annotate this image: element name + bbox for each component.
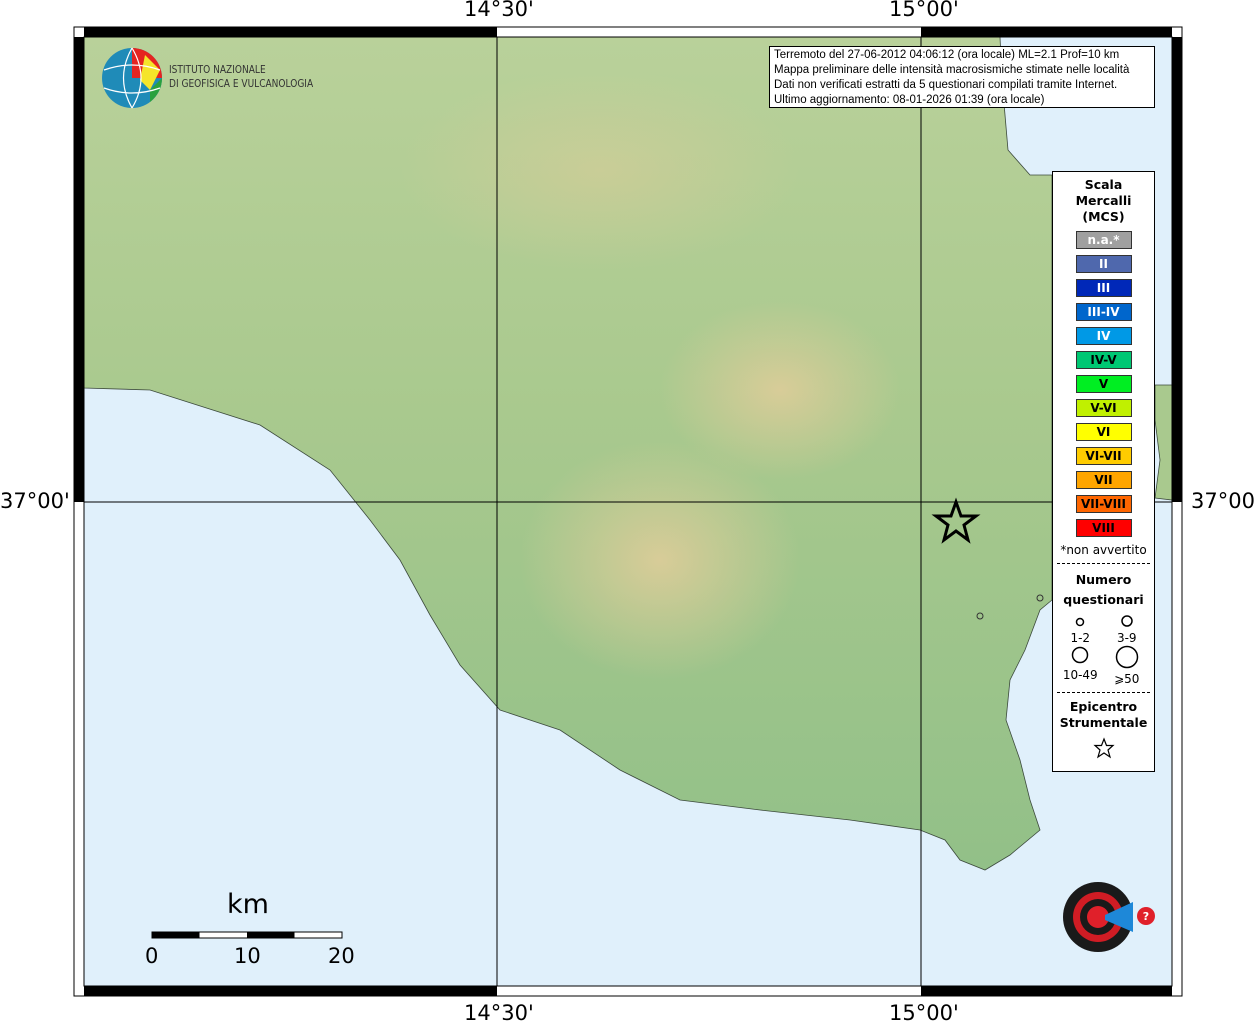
legend-panel: Scala Mercalli (MCS) n.a.* II III III-IV IV I… — [1052, 171, 1155, 772]
intensity-swatch: VII-VIII — [1075, 495, 1132, 513]
size-label: 3-9 — [1116, 631, 1137, 645]
size-3-9: 3-9 — [1104, 614, 1151, 645]
ingv-name-line2: DI GEOFISICA E VULCANOLOGIA — [169, 77, 314, 90]
epicentro-title: Epicentro — [1069, 699, 1138, 714]
land-calabria — [1154, 384, 1173, 501]
intensity-swatch: III — [1075, 279, 1132, 297]
legend-divider — [1057, 563, 1150, 564]
event-info-box: Terremoto del 27-06-2012 04:06:12 (ora l… — [769, 46, 1155, 108]
locality-marker[interactable] — [1036, 594, 1044, 602]
intensity-swatch: III-IV — [1075, 303, 1132, 321]
lon-label-top-1500: 15°00' — [889, 0, 959, 21]
legend-divider — [1057, 692, 1150, 693]
intensity-swatch: IV — [1075, 327, 1132, 345]
intensity-swatch: VIII — [1075, 519, 1132, 537]
intensity-swatch: VII — [1075, 471, 1132, 489]
intensity-swatch: V-VI — [1075, 399, 1132, 417]
size-label: 10-49 — [1062, 668, 1098, 682]
haisentito-logo: ? — [1063, 882, 1155, 952]
map-frame — [73, 26, 1183, 997]
lat-label-left-3700: 37°00' — [0, 489, 70, 513]
epicentro-title: Strumentale — [1059, 715, 1148, 730]
intensity-swatch: V — [1075, 375, 1132, 393]
legend-title: (MCS) — [1082, 209, 1125, 224]
svg-text:?: ? — [1143, 910, 1149, 923]
ingv-logo-globe — [102, 47, 162, 109]
size-50-plus: ⩾50 — [1104, 645, 1151, 686]
highland-area — [520, 440, 800, 680]
event-info-line: Ultimo aggiornamento: 08-01-2026 01:39 (… — [774, 94, 1045, 106]
highland-area — [400, 70, 800, 270]
scalebar-unit: km — [227, 889, 269, 920]
ingv-logo-text: ISTITUTO NAZIONALE DI GEOFISICA E VULCAN… — [169, 63, 313, 91]
size-1-2: 1-2 — [1057, 614, 1104, 645]
scalebar-tick: 20 — [328, 944, 355, 968]
lat-label-right-3700: 37°00' — [1191, 489, 1256, 513]
questionari-title: Numero — [1075, 572, 1132, 587]
event-info-line: Dati non verificati estratti da 5 questi… — [774, 79, 1118, 91]
size-label: ⩾50 — [1114, 672, 1140, 686]
lon-label-bottom-1430: 14°30' — [464, 1001, 534, 1024]
lon-label-bottom-1500: 15°00' — [889, 1001, 959, 1024]
intensity-swatch: IV-V — [1075, 351, 1132, 369]
scale-bar — [151, 931, 343, 939]
intensity-swatch: VI — [1075, 423, 1132, 441]
size-10-49: 10-49 — [1057, 645, 1104, 686]
ingv-name-line1: ISTITUTO NAZIONALE — [169, 63, 266, 76]
legend-title: Mercalli — [1075, 193, 1132, 208]
size-label: 1-2 — [1070, 631, 1091, 645]
event-info-line: Mappa preliminare delle intensità macros… — [774, 64, 1130, 76]
epicenter-legend-star-icon — [1092, 737, 1115, 759]
epicenter-star-icon[interactable] — [931, 497, 981, 544]
scalebar-tick: 10 — [234, 944, 261, 968]
intensity-swatch: n.a.* — [1075, 231, 1132, 249]
event-info-line: Terremoto del 27-06-2012 04:06:12 (ora l… — [774, 49, 1120, 61]
questionari-title: questionari — [1063, 592, 1144, 607]
scalebar-tick: 0 — [145, 944, 159, 968]
legend-title: Scala — [1084, 177, 1123, 192]
intensity-swatch: II — [1075, 255, 1132, 273]
highland-area — [660, 300, 900, 480]
locality-marker[interactable] — [976, 612, 984, 620]
intensity-swatch: VI-VII — [1075, 447, 1132, 465]
lon-label-top-1430: 14°30' — [464, 0, 534, 21]
legend-note: *non avvertito — [1060, 543, 1147, 557]
